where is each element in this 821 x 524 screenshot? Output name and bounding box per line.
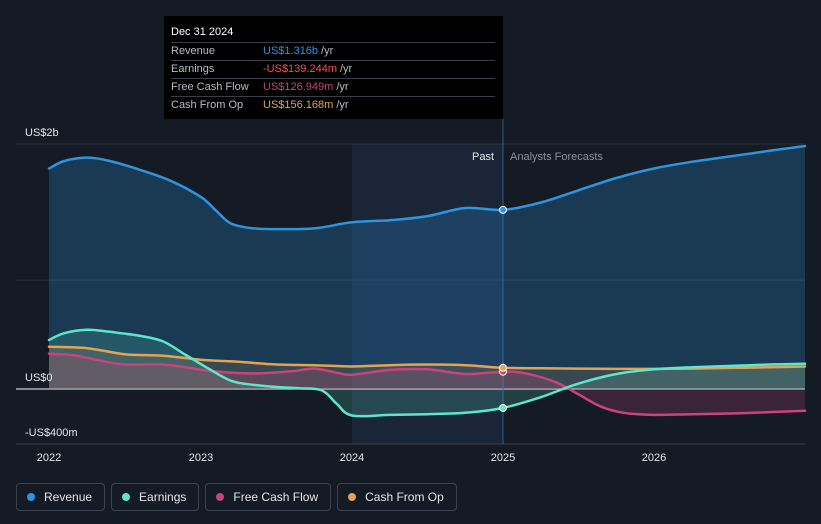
x-tick-label-2025: 2025 — [491, 452, 515, 464]
series-lines — [47, 144, 807, 418]
series-line-earnings — [47, 328, 807, 418]
series-areas — [49, 146, 805, 417]
y-tick-label-zero: US$0 — [25, 372, 53, 384]
legend: Revenue Earnings Free Cash Flow Cash Fro… — [16, 483, 457, 511]
x-tick-label-2026: 2026 — [642, 452, 666, 464]
series-area-cfo — [49, 346, 805, 389]
series-line-fcf — [47, 352, 807, 417]
legend-label: Cash From Op — [365, 490, 444, 504]
past-label: Past — [472, 151, 494, 163]
series-area-earnings — [49, 329, 805, 417]
tooltip-date: Dec 31 2024 — [171, 26, 234, 38]
tooltip-label: Cash From Op — [171, 99, 244, 111]
tooltip-unit: /yr — [336, 99, 349, 111]
data-tooltip: Dec 31 2024 Revenue US$1.316b /yr Earnin… — [164, 16, 503, 119]
legend-label: Revenue — [44, 490, 93, 504]
x-tick-label-2023: 2023 — [189, 452, 213, 464]
x-tick-label-2022: 2022 — [37, 452, 61, 464]
legend-label: Earnings — [139, 490, 187, 504]
legend-dot-icon — [348, 493, 357, 501]
series-line-revenue — [47, 144, 807, 231]
highlight-markers — [499, 205, 507, 412]
legend-item-cash-from-op[interactable]: Cash From Op — [337, 483, 457, 511]
tooltip-value: US$1.316b — [263, 45, 319, 57]
tooltip-unit: /yr — [336, 81, 349, 93]
tooltip-unit: /yr — [340, 63, 353, 75]
chart: US$2b US$0 -US$400m 2022 2023 2024 2025 … — [16, 119, 807, 464]
highlight-point-earnings — [499, 403, 507, 412]
past-highlight-band — [352, 144, 503, 444]
highlight-point-revenue — [499, 205, 507, 214]
tooltip-label: Revenue — [171, 45, 216, 57]
y-tick-label-bottom: -US$400m — [25, 427, 78, 439]
tooltip-value: -US$139.244m — [263, 63, 337, 75]
series-area-fcf — [49, 353, 805, 415]
grid-lines — [16, 119, 805, 445]
tooltip-label: Earnings — [171, 63, 215, 75]
legend-dot-icon — [27, 493, 35, 501]
x-tick-label-2024: 2024 — [340, 452, 364, 464]
tooltip-value: US$156.168m — [263, 99, 334, 111]
chart-background — [352, 144, 503, 444]
legend-item-earnings[interactable]: Earnings — [111, 483, 200, 511]
axis-labels: US$2b US$0 -US$400m 2022 2023 2024 2025 … — [25, 127, 666, 464]
series-area-revenue — [49, 146, 805, 389]
tooltip-unit: /yr — [321, 45, 334, 57]
tooltip-label: Free Cash Flow — [171, 81, 249, 93]
legend-dot-icon — [122, 493, 131, 501]
tooltip-row-earnings: Earnings -US$139.244m /yr — [171, 60, 495, 78]
tooltip-value: US$126.949m — [263, 81, 334, 93]
legend-item-revenue[interactable]: Revenue — [16, 483, 106, 511]
forecast-label: Analysts Forecasts — [510, 151, 603, 163]
tooltip-row-revenue: Revenue US$1.316b /yr — [171, 42, 495, 60]
legend-dot-icon — [216, 493, 225, 501]
highlight-point-cfo — [499, 363, 507, 372]
legend-label: Free Cash Flow — [233, 490, 319, 504]
legend-item-free-cash-flow[interactable]: Free Cash Flow — [205, 483, 332, 511]
tooltip-row-cash-from-op: Cash From Op US$156.168m /yr — [171, 96, 495, 114]
y-tick-label-top: US$2b — [25, 127, 59, 139]
tooltip-row-free-cash-flow: Free Cash Flow US$126.949m /yr — [171, 78, 495, 96]
